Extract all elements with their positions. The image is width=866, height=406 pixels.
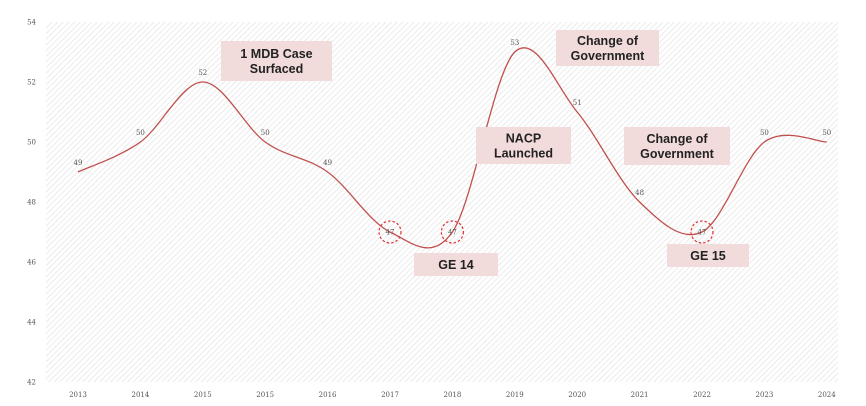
- annotation-text: Government: [571, 49, 645, 63]
- highlight-circle: [378, 220, 402, 244]
- y-tick-label: 54: [27, 19, 36, 27]
- x-tick-label: 2018: [443, 391, 461, 399]
- data-label: 49: [74, 159, 83, 167]
- data-label: 50: [261, 129, 270, 137]
- x-tick-label: 2023: [755, 391, 773, 399]
- annotation-text: Surfaced: [250, 62, 304, 76]
- x-tick-label: 2024: [818, 391, 836, 399]
- x-tick-label: 2014: [131, 391, 149, 399]
- data-label: 47: [448, 229, 457, 237]
- x-tick-label: 2017: [381, 391, 399, 399]
- y-tick-label: 52: [27, 79, 36, 87]
- series-line: [77, 47, 827, 249]
- y-tick-label: 44: [27, 319, 36, 327]
- annotation-text: Change of: [646, 132, 708, 146]
- annotation-text: Launched: [494, 147, 553, 161]
- data-label: 50: [822, 129, 831, 137]
- y-tick-label: 42: [27, 379, 36, 387]
- annotation-text: 1 MDB Case: [240, 47, 312, 61]
- annotation-box: GE 15: [667, 244, 749, 267]
- x-tick-label: 2022: [693, 391, 711, 399]
- data-label: 51: [573, 99, 582, 107]
- data-label: 50: [760, 129, 769, 137]
- x-tick-label: 2013: [69, 391, 87, 399]
- data-label: 52: [198, 69, 207, 77]
- data-label: 47: [386, 229, 395, 237]
- x-tick-label: 2015: [256, 391, 274, 399]
- x-tick-label: 2015: [194, 391, 212, 399]
- highlight-circle: [690, 220, 714, 244]
- data-label: 47: [698, 229, 707, 237]
- x-tick-label: 2020: [568, 391, 586, 399]
- highlight-circle: [440, 220, 464, 244]
- x-tick-label: 2021: [631, 391, 649, 399]
- y-tick-label: 50: [27, 139, 36, 147]
- data-label: 49: [323, 159, 332, 167]
- x-tick-label: 2019: [506, 391, 524, 399]
- y-tick-label: 46: [27, 259, 36, 267]
- plot-area: [46, 22, 838, 382]
- y-tick-label: 48: [27, 199, 36, 207]
- annotation-text: GE 14: [438, 258, 473, 272]
- annotation-text: GE 15: [690, 249, 725, 263]
- annotation-text: Change of: [577, 34, 639, 48]
- data-label: 50: [136, 129, 145, 137]
- x-tick-label: 2016: [319, 391, 337, 399]
- annotation-box: GE 14: [414, 253, 498, 276]
- annotation-text: Government: [640, 147, 714, 161]
- data-label: 53: [510, 39, 519, 47]
- annotation-text: NACP: [506, 132, 541, 146]
- data-label: 48: [635, 189, 644, 197]
